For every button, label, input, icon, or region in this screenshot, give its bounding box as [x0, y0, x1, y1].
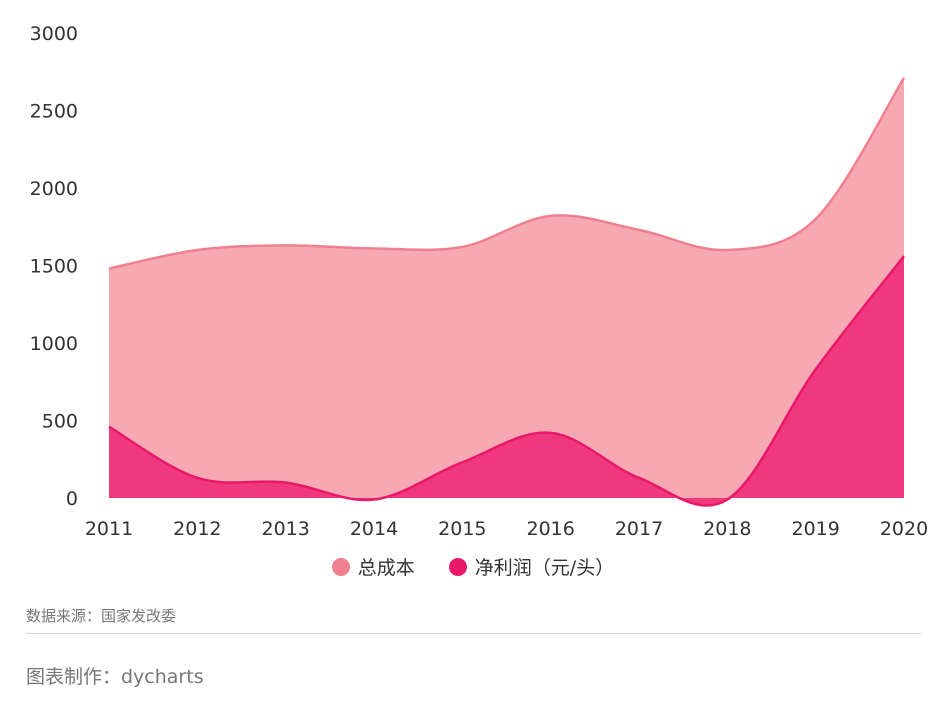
y-tick-label: 500 [42, 411, 78, 433]
chart-credit: 图表制作：dycharts [26, 666, 204, 688]
x-tick-label: 2014 [350, 518, 398, 540]
x-tick-label: 2019 [791, 518, 839, 540]
legend: 总成本 净利润（元/头） [0, 553, 946, 580]
footer-divider [26, 633, 921, 634]
legend-item-net-profit[interactable]: 净利润（元/头） [448, 553, 615, 580]
area-series-0 [109, 77, 904, 498]
data-source-note: 数据来源：国家发改委 [26, 607, 177, 625]
x-tick-label: 2012 [173, 518, 221, 540]
x-tick-label: 2017 [615, 518, 663, 540]
y-tick-label: 2500 [30, 101, 78, 123]
x-tick-label: 2016 [526, 518, 574, 540]
y-tick-label: 3000 [30, 23, 78, 45]
line-series-1 [108, 255, 905, 507]
legend-swatch-total-cost [331, 557, 350, 576]
x-tick-label: 2015 [438, 518, 486, 540]
x-tick-label: 2020 [880, 518, 928, 540]
chart-canvas: 0 500 1000 1500 2000 2500 3000 2011 2012 2013 2014… [30, 23, 929, 540]
x-tick-label: 2013 [261, 518, 309, 540]
y-tick-label: 1500 [30, 256, 78, 278]
x-tick-label: 2011 [85, 518, 133, 540]
legend-swatch-net-profit [448, 557, 467, 576]
y-tick-label: 0 [66, 488, 78, 510]
y-tick-label: 1000 [30, 333, 78, 355]
legend-label-net-profit: 净利润（元/头） [474, 557, 615, 579]
y-tick-label: 2000 [30, 178, 78, 200]
legend-item-total-cost[interactable]: 总成本 [331, 553, 415, 580]
area-series-1 [109, 256, 904, 506]
line-series-0 [108, 77, 906, 270]
x-tick-label: 2018 [703, 518, 751, 540]
legend-label-total-cost: 总成本 [357, 557, 415, 579]
